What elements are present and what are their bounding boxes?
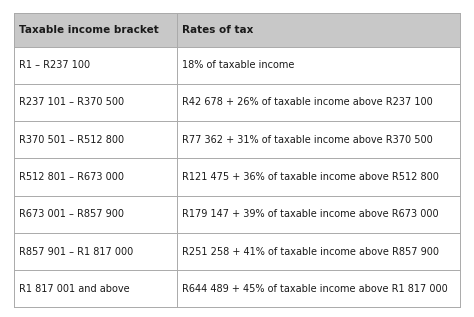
Bar: [177, 196, 460, 233]
Text: R42 678 + 26% of taxable income above R237 100: R42 678 + 26% of taxable income above R2…: [182, 98, 432, 107]
Bar: [177, 158, 460, 196]
Bar: [14, 270, 177, 307]
Bar: [14, 13, 177, 47]
Bar: [177, 270, 460, 307]
Text: R121 475 + 36% of taxable income above R512 800: R121 475 + 36% of taxable income above R…: [182, 172, 438, 182]
Bar: [177, 13, 460, 47]
Text: 18% of taxable income: 18% of taxable income: [182, 60, 294, 70]
Text: R512 801 – R673 000: R512 801 – R673 000: [19, 172, 124, 182]
Bar: [177, 84, 460, 121]
Bar: [177, 233, 460, 270]
Bar: [177, 47, 460, 84]
Bar: [14, 196, 177, 233]
Text: R857 901 – R1 817 000: R857 901 – R1 817 000: [19, 247, 133, 256]
Bar: [14, 121, 177, 158]
Text: Taxable income bracket: Taxable income bracket: [19, 25, 159, 35]
Bar: [14, 233, 177, 270]
Text: R77 362 + 31% of taxable income above R370 500: R77 362 + 31% of taxable income above R3…: [182, 135, 432, 145]
Bar: [177, 121, 460, 158]
Bar: [14, 84, 177, 121]
Bar: [14, 158, 177, 196]
Text: R1 817 001 and above: R1 817 001 and above: [19, 284, 129, 294]
Text: R370 501 – R512 800: R370 501 – R512 800: [19, 135, 124, 145]
Text: R1 – R237 100: R1 – R237 100: [19, 60, 90, 70]
Text: R673 001 – R857 900: R673 001 – R857 900: [19, 209, 124, 219]
Text: R179 147 + 39% of taxable income above R673 000: R179 147 + 39% of taxable income above R…: [182, 209, 438, 219]
Text: R251 258 + 41% of taxable income above R857 900: R251 258 + 41% of taxable income above R…: [182, 247, 438, 256]
Bar: [14, 47, 177, 84]
Text: R237 101 – R370 500: R237 101 – R370 500: [19, 98, 124, 107]
Text: Rates of tax: Rates of tax: [182, 25, 253, 35]
Text: R644 489 + 45% of taxable income above R1 817 000: R644 489 + 45% of taxable income above R…: [182, 284, 447, 294]
